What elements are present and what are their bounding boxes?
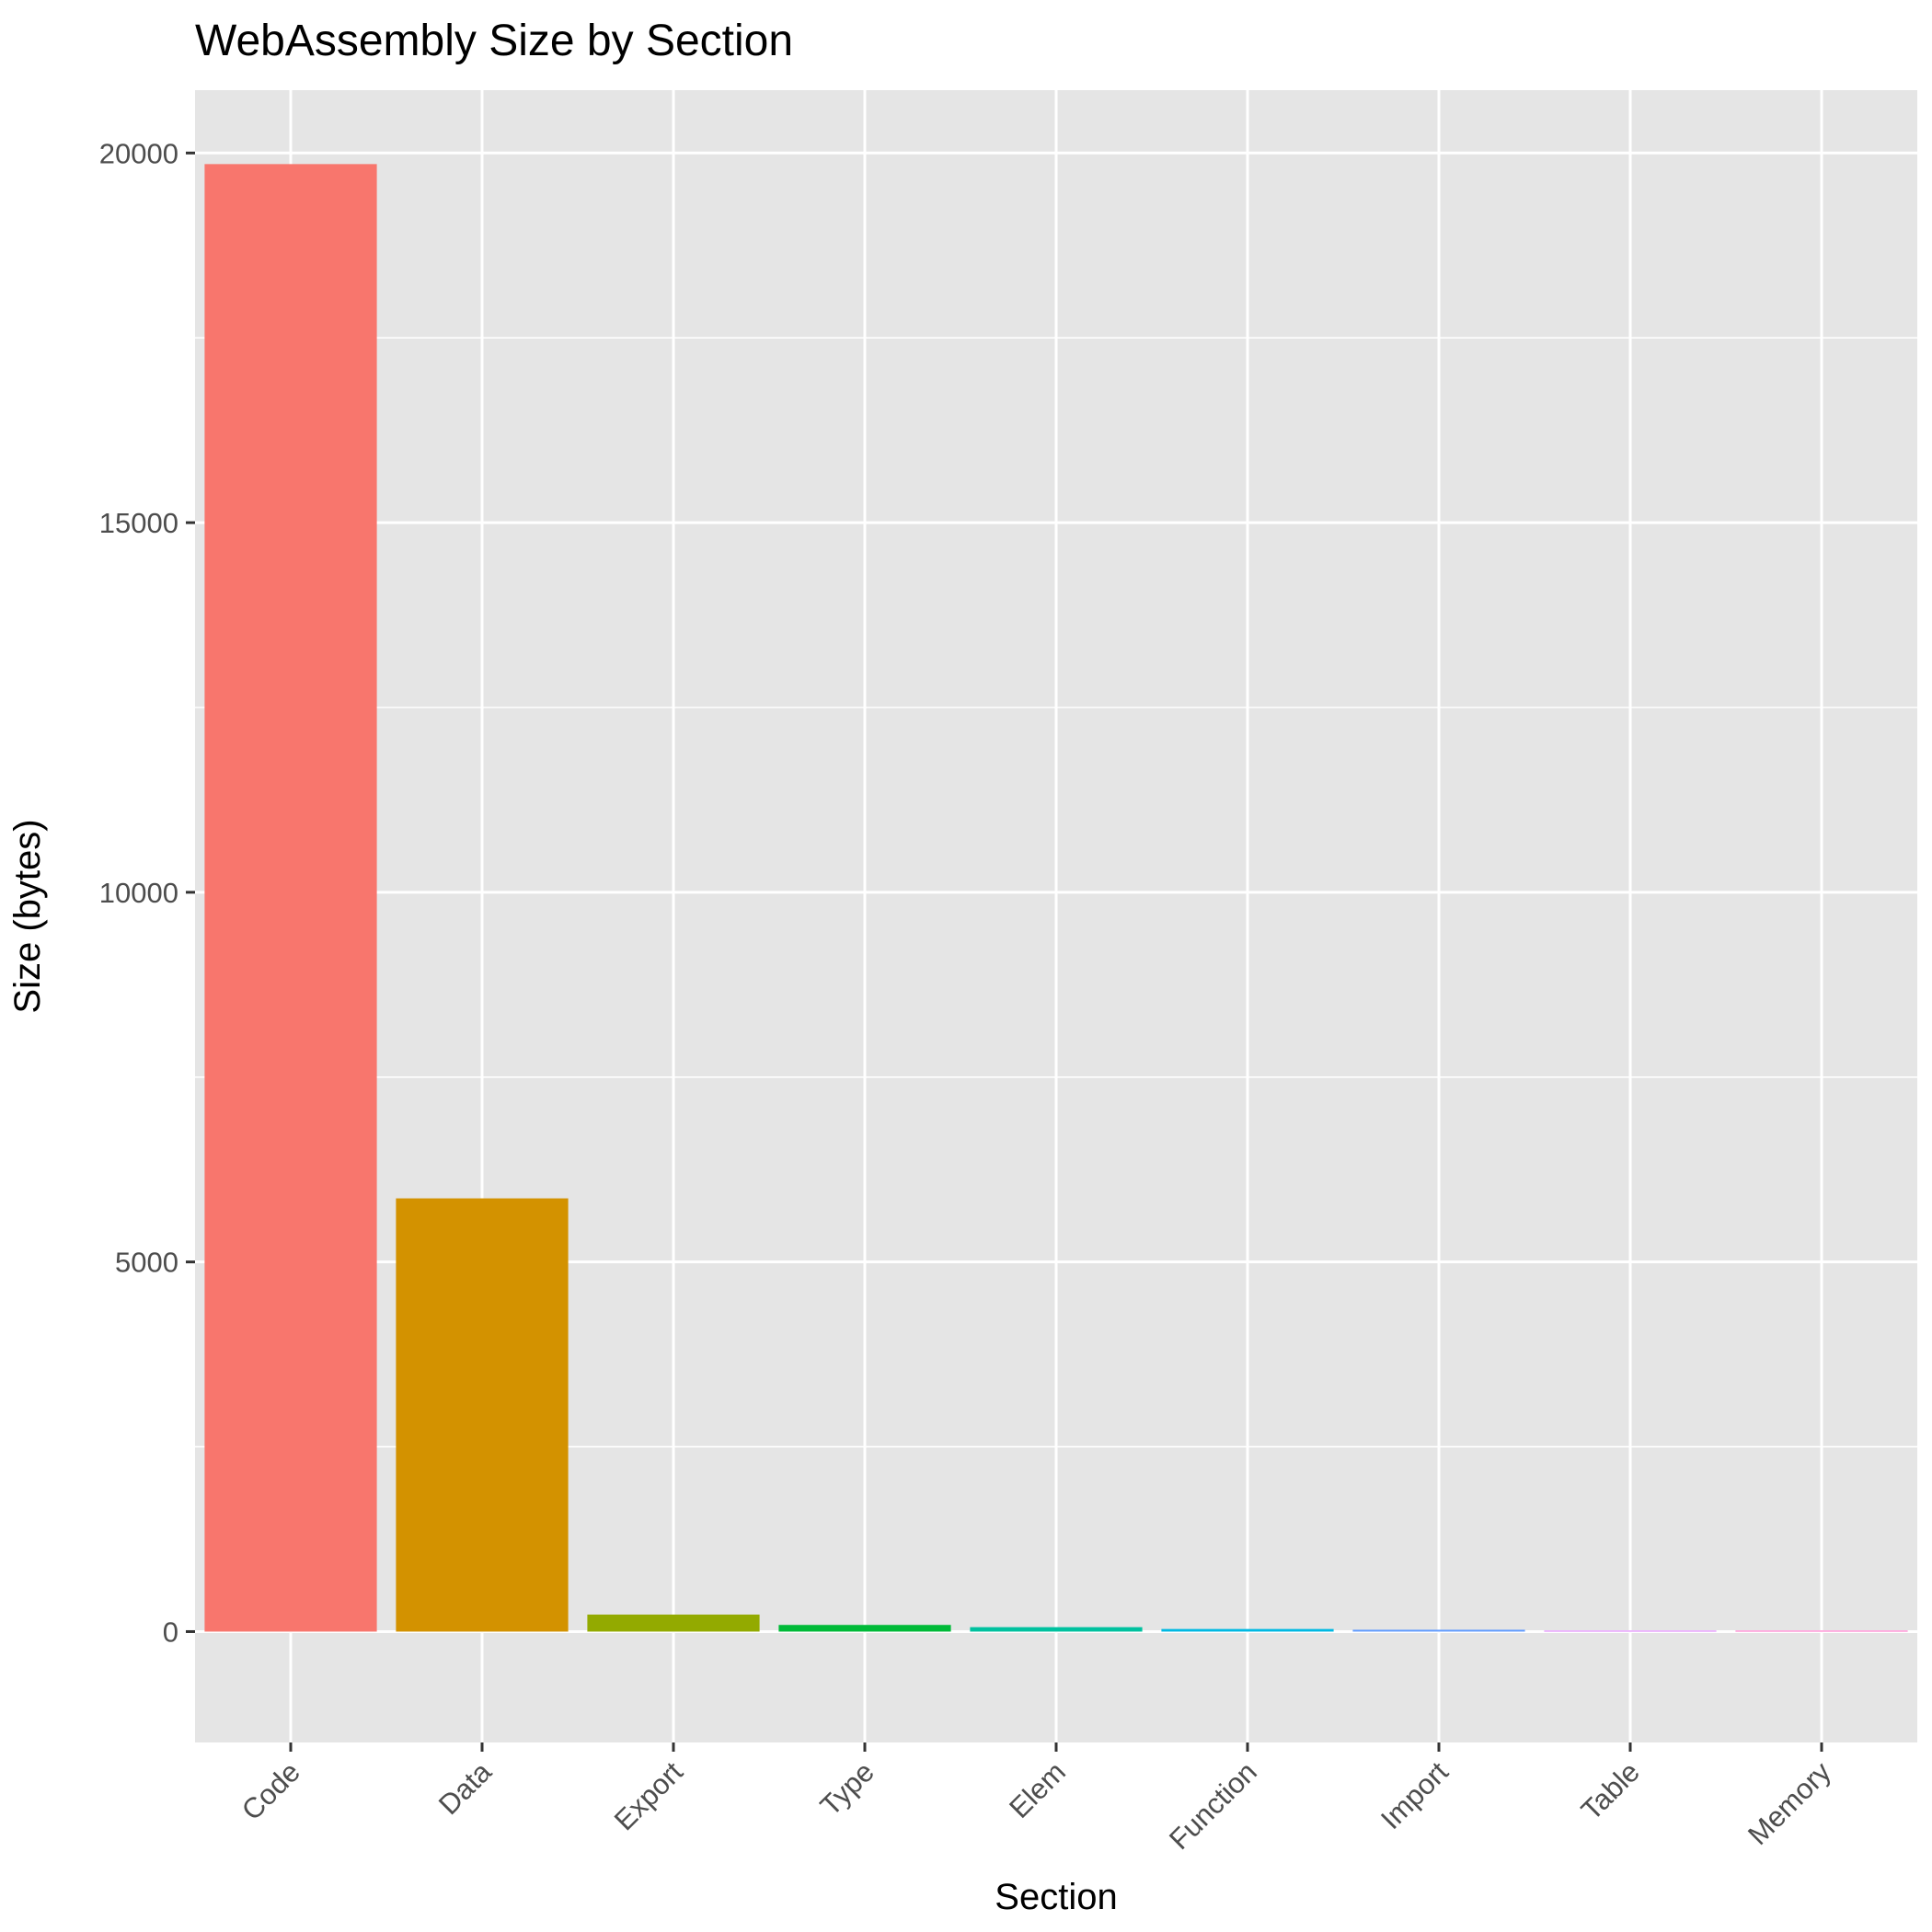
x-tick-label: Data: [432, 1755, 499, 1822]
x-axis-title: Section: [995, 1877, 1117, 1917]
x-tick-label: Import: [1374, 1755, 1455, 1835]
bar-code: [204, 164, 377, 1632]
y-tick-label: 5000: [115, 1247, 178, 1279]
bar-data: [396, 1198, 569, 1632]
x-tick-label: Type: [814, 1755, 880, 1822]
x-axis: Code Data Export Type Elem Function Import Tabl…: [236, 1742, 1837, 1856]
y-tick-label: 0: [163, 1616, 178, 1648]
bar-export: [587, 1614, 760, 1632]
y-tick-label: 20000: [99, 137, 178, 169]
bars: [204, 164, 1908, 1632]
x-tick-label: Table: [1575, 1755, 1646, 1826]
bar-table: [1544, 1630, 1717, 1632]
bar-function: [1161, 1628, 1334, 1632]
chart-title: WebAssembly Size by Section: [195, 17, 793, 65]
x-tick-label: Code: [236, 1755, 306, 1826]
bar-elem: [970, 1627, 1143, 1632]
bar-memory: [1735, 1630, 1908, 1632]
bar-import: [1352, 1629, 1525, 1632]
y-axis-title: Size (bytes): [7, 819, 48, 1013]
x-tick-label: Elem: [1003, 1755, 1072, 1824]
y-axis: 0 5000 10000 15000 20000: [99, 137, 195, 1648]
y-tick-label: 15000: [99, 507, 178, 539]
x-tick-label: Memory: [1742, 1755, 1837, 1851]
y-tick-label: 10000: [99, 877, 178, 909]
x-tick-label: Function: [1163, 1755, 1263, 1856]
x-tick-label: Export: [608, 1755, 689, 1836]
bar-type: [778, 1625, 951, 1632]
